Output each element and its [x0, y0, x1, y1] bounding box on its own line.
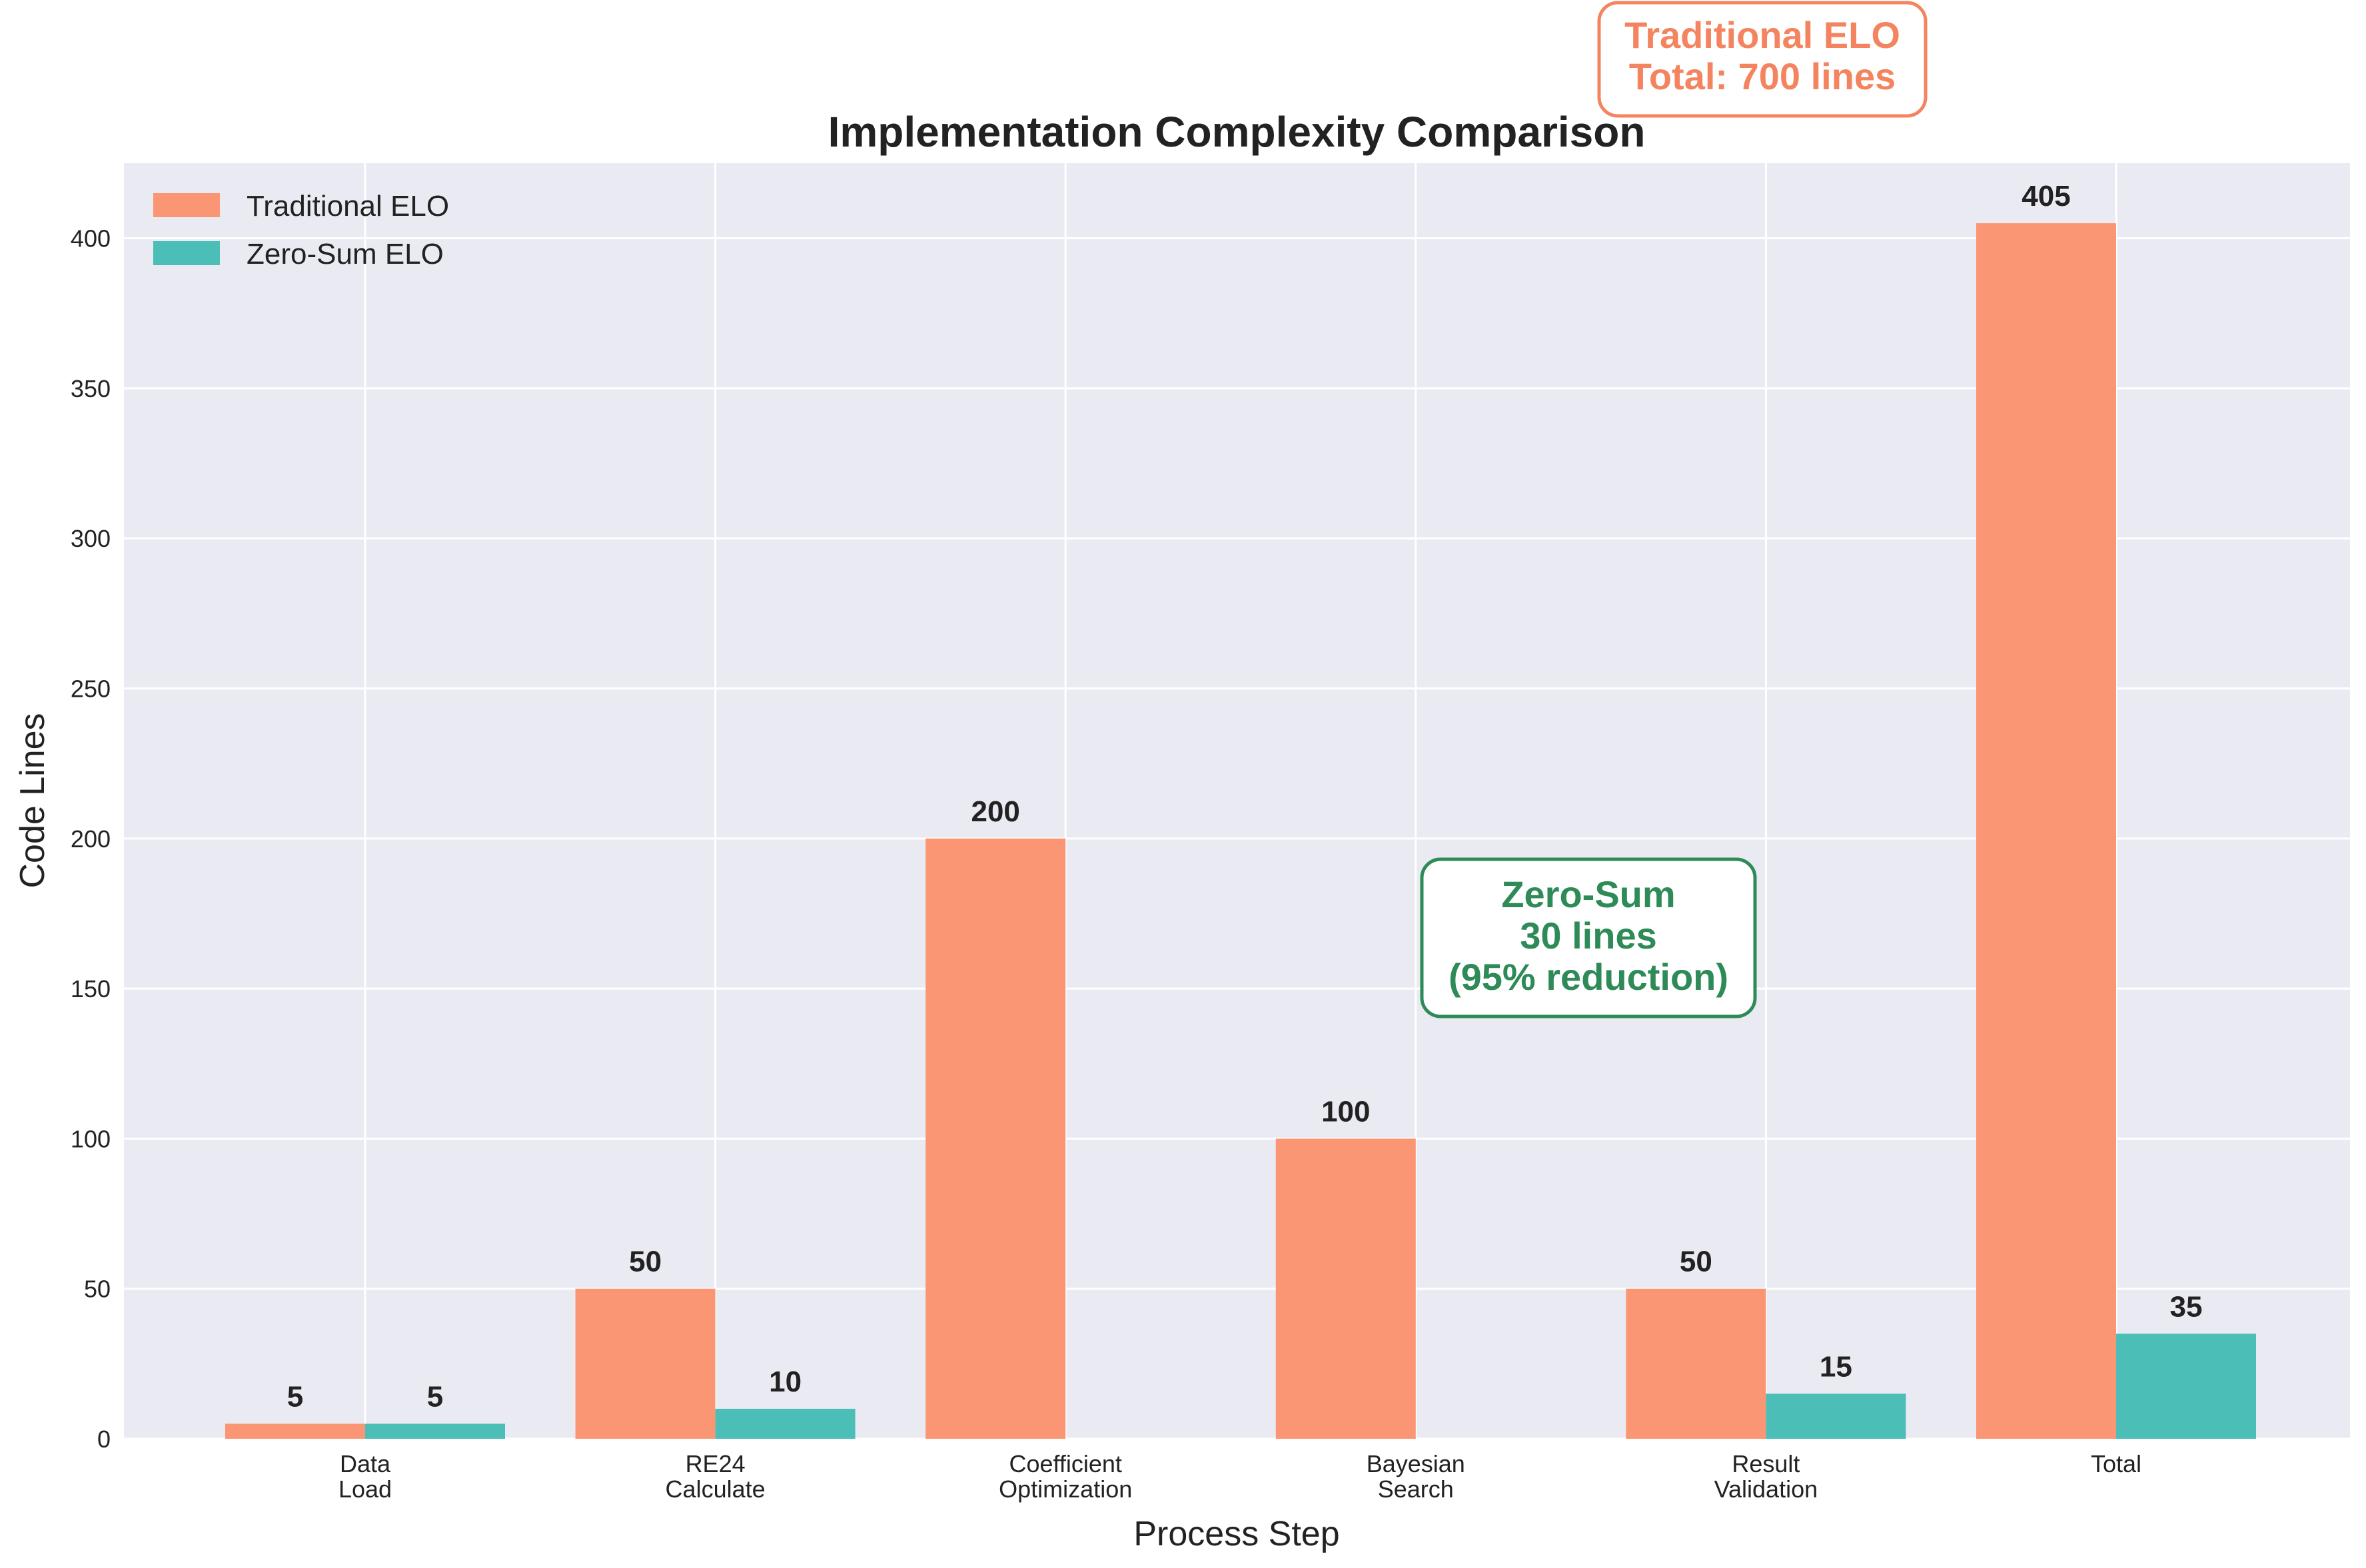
value-label-zero-sum-0: 5 — [427, 1380, 443, 1413]
x-tick-label: RE24 — [686, 1450, 746, 1477]
bar-zero-sum-5 — [2116, 1334, 2256, 1439]
value-label-traditional-4: 50 — [1680, 1246, 1712, 1278]
legend-swatch-traditional — [153, 193, 220, 217]
y-axis-ticks: 0 50 100 150 200 250 300 350 400 — [71, 225, 111, 1453]
bar-traditional-3 — [1275, 1138, 1416, 1439]
value-label-zero-sum-4: 15 — [1820, 1350, 1852, 1383]
bar-traditional-0 — [225, 1423, 365, 1439]
x-tick-label: Result — [1732, 1450, 1800, 1477]
annotation-zero-sum-line-3: (95% reduction) — [1449, 956, 1728, 998]
value-label-traditional-2: 200 — [971, 795, 1019, 828]
legend-swatch-zero-sum — [153, 241, 220, 265]
x-tick-label: Bayesian — [1367, 1450, 1465, 1477]
legend-label-zero-sum: Zero-Sum ELO — [247, 238, 444, 270]
x-axis-title: Process Step — [1133, 1515, 1339, 1553]
bar-traditional-1 — [575, 1288, 716, 1439]
y-axis-title: Code Lines — [13, 713, 52, 888]
y-tick-label: 350 — [71, 375, 111, 402]
x-tick-label: Data — [340, 1450, 391, 1477]
x-tick-label: Total — [2091, 1450, 2141, 1477]
value-label-zero-sum-5: 35 — [2170, 1290, 2203, 1323]
x-tick-label: Coefficient — [1009, 1450, 1121, 1477]
y-tick-label: 400 — [71, 225, 111, 252]
bar-traditional-2 — [925, 838, 1066, 1439]
bar-traditional-5 — [1976, 223, 2116, 1439]
annotation-traditional-line-2: Total: 700 lines — [1629, 55, 1896, 97]
annotation-traditional-total: Traditional ELO Total: 700 lines — [1597, 1, 1928, 118]
bar-zero-sum-1 — [715, 1408, 856, 1439]
x-tick-label: Calculate — [666, 1475, 766, 1503]
bar-zero-sum-4 — [1766, 1393, 1906, 1439]
legend-label-traditional: Traditional ELO — [247, 190, 449, 222]
annotation-traditional-box — [1597, 1, 1928, 118]
chart-title: Implementation Complexity Comparison — [828, 108, 1646, 156]
y-tick-label: 250 — [71, 675, 111, 703]
value-label-traditional-1: 50 — [629, 1246, 662, 1278]
y-tick-label: 100 — [71, 1125, 111, 1152]
y-tick-label: 50 — [84, 1276, 111, 1303]
y-tick-label: 0 — [97, 1425, 111, 1453]
value-label-traditional-3: 100 — [1321, 1095, 1370, 1128]
value-label-zero-sum-1: 10 — [769, 1366, 802, 1398]
x-tick-label: Search — [1378, 1475, 1454, 1503]
value-labels: 5 50 200 100 50 405 5 10 15 35 — [287, 180, 2203, 1413]
annotation-traditional-line-1: Traditional ELO — [1624, 14, 1900, 56]
x-tick-label: Load — [338, 1475, 392, 1503]
legend: Traditional ELO Zero-Sum ELO — [153, 190, 449, 270]
value-label-traditional-0: 5 — [287, 1380, 303, 1413]
y-tick-label: 300 — [71, 525, 111, 552]
bar-traditional-4 — [1626, 1288, 1766, 1439]
y-tick-label: 150 — [71, 975, 111, 1002]
annotation-zero-sum-box — [1420, 857, 1757, 1018]
value-label-traditional-5: 405 — [2022, 180, 2070, 212]
bars — [225, 223, 2256, 1439]
x-tick-label: Validation — [1714, 1475, 1818, 1503]
bar-zero-sum-0 — [365, 1423, 505, 1439]
annotation-zero-sum-line-1: Zero-Sum — [1501, 873, 1675, 915]
annotation-zero-sum-line-2: 30 lines — [1520, 915, 1656, 957]
annotation-zero-sum-reduction: Zero-Sum 30 lines (95% reduction) — [1420, 857, 1757, 1018]
y-tick-label: 200 — [71, 825, 111, 853]
x-tick-label: Optimization — [999, 1475, 1132, 1503]
